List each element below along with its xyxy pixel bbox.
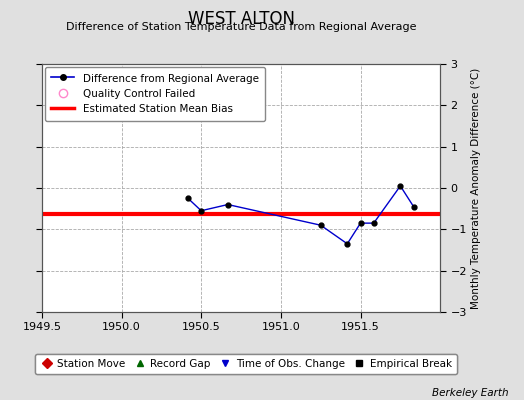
Y-axis label: Monthly Temperature Anomaly Difference (°C): Monthly Temperature Anomaly Difference (…	[471, 67, 481, 309]
Text: Berkeley Earth: Berkeley Earth	[432, 388, 508, 398]
Legend: Station Move, Record Gap, Time of Obs. Change, Empirical Break: Station Move, Record Gap, Time of Obs. C…	[35, 354, 457, 374]
Legend: Difference from Regional Average, Quality Control Failed, Estimated Station Mean: Difference from Regional Average, Qualit…	[45, 67, 265, 121]
Text: Difference of Station Temperature Data from Regional Average: Difference of Station Temperature Data f…	[66, 22, 416, 32]
Text: WEST ALTON: WEST ALTON	[188, 10, 294, 28]
